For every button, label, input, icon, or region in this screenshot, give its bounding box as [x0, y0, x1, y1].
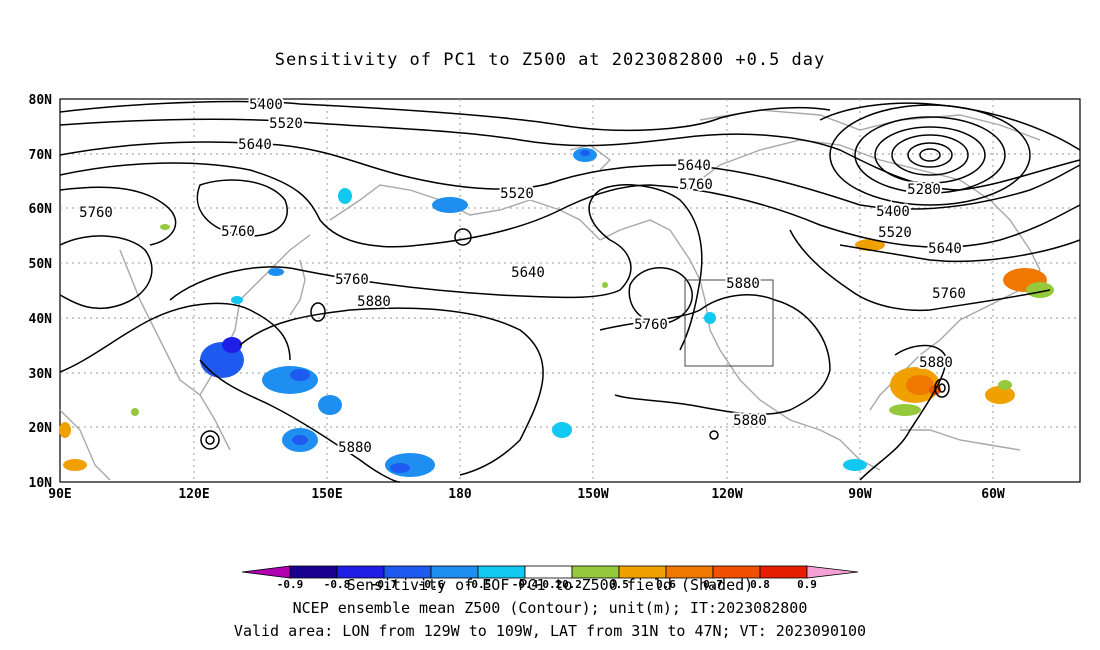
contour-label: 5520	[500, 186, 534, 202]
contour-label: 5760	[221, 224, 255, 240]
lon-tick-label: 180	[448, 487, 472, 502]
map-frame	[59, 98, 1081, 483]
contour-label: 5880	[919, 355, 953, 371]
contour-label: 5640	[677, 158, 711, 174]
contour-labels: 5400 5520 5640 5760 5760 5760 5880 5520 …	[77, 95, 968, 458]
valid-area-box	[684, 279, 774, 367]
contour-label: 5640	[928, 241, 962, 257]
colorbar-label: -0.4	[512, 578, 539, 591]
contour-label: 5520	[878, 225, 912, 241]
contour-label: 5760	[932, 286, 966, 302]
contour-label: 5880	[733, 413, 767, 429]
contour-label: 5280	[907, 182, 941, 198]
colorbar-label: -0.2	[536, 578, 563, 591]
contour-label: 5760	[335, 272, 369, 288]
caption-contour: NCEP ensemble mean Z500 (Contour); unit(…	[292, 599, 808, 617]
lon-tick-label: 150W	[577, 487, 608, 502]
lon-tick-label: 60W	[981, 487, 1005, 502]
contour-label: 5400	[249, 97, 283, 113]
colorbar-label: -0.6	[418, 578, 445, 591]
contour-label: 5640	[511, 265, 545, 281]
z500-contours	[59, 100, 1081, 483]
lat-tick-label: 50N	[29, 257, 53, 272]
caption-shading: Sensitivity of EOF PC1 to Z500 field (Sh…	[346, 576, 754, 594]
colorbar-label: 0.7	[703, 578, 723, 591]
lon-tick-label: 90E	[48, 487, 71, 502]
contour-label: 5760	[634, 317, 668, 333]
lon-tick-label: 120E	[178, 487, 209, 502]
lon-tick-label: 90W	[848, 487, 872, 502]
contour-label: 5880	[338, 440, 372, 456]
caption-valid-area: Valid area: LON from 129W to 109W, LAT f…	[233, 622, 867, 640]
lat-tick-labels: 80N 70N 60N 50N 40N 30N 20N 10N	[29, 93, 53, 491]
colorbar-label: -0.9	[277, 578, 304, 591]
colorbar-label: 0.2	[562, 578, 582, 591]
contour-label: 5880	[726, 276, 760, 292]
lon-tick-label: 150E	[311, 487, 342, 502]
map-title: Sensitivity of PC1 to Z500 at 2023082800…	[274, 50, 826, 70]
lat-tick-label: 40N	[29, 312, 53, 327]
contour-label: 5760	[679, 177, 713, 193]
colorbar-label: -0.7	[371, 578, 398, 591]
contour-label: 5880	[357, 294, 391, 310]
contour-label: 5640	[238, 137, 272, 153]
colorbar-labels: -0.9 -0.8 -0.7 -0.6 -0.5 -0.4 -0.2 0.2 0…	[277, 578, 817, 591]
contour-label: 5520	[269, 116, 303, 132]
colorbar-right-arrow	[806, 565, 859, 579]
contour-label: 5760	[79, 205, 113, 221]
lat-tick-label: 30N	[29, 367, 53, 382]
lat-tick-label: 20N	[29, 421, 53, 436]
lat-tick-label: 60N	[29, 202, 53, 217]
colorbar-label: -0.8	[324, 578, 351, 591]
lat-tick-label: 10N	[29, 476, 53, 491]
contour-label: 5400	[876, 204, 910, 220]
colorbar-label: 0.5	[609, 578, 629, 591]
colorbar	[241, 565, 859, 579]
colorbar-label: 0.8	[750, 578, 770, 591]
colorbar-label: 0.9	[797, 578, 817, 591]
lon-tick-labels: 90E 120E 150E 180 150W 120W 90W 60W	[48, 487, 1005, 502]
lat-tick-label: 70N	[29, 148, 53, 163]
colorbar-label: 0.6	[656, 578, 676, 591]
shaded-sensitivity	[59, 148, 1054, 477]
lon-tick-label: 120W	[711, 487, 742, 502]
lat-tick-label: 80N	[29, 93, 53, 108]
colorbar-label: -0.5	[465, 578, 492, 591]
